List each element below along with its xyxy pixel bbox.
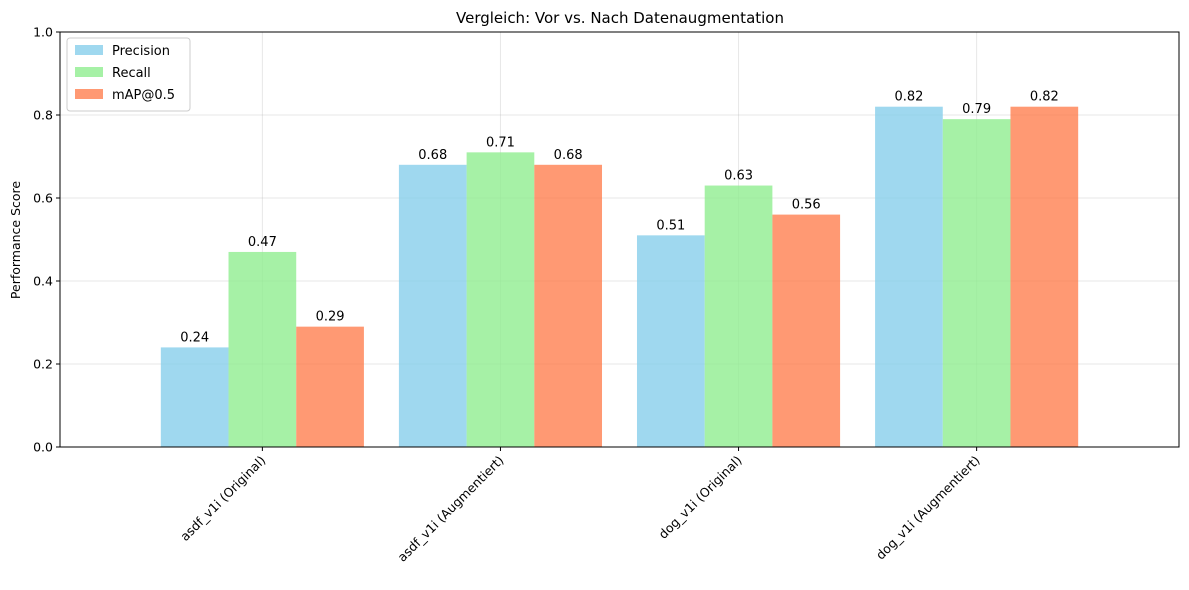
bar-precision-2 xyxy=(636,235,705,447)
x-tick-label: asdf_v1i (Original) xyxy=(177,453,268,544)
x-tick-label: asdf_v1i (Augmentiert) xyxy=(394,453,506,565)
y-tick-label: 0.6 xyxy=(33,191,53,206)
plot-frame xyxy=(59,31,1180,448)
bar-value-label: 0.82 xyxy=(1030,90,1059,105)
y-axis-ticks: 0.0 0.2 0.4 0.6 0.8 1.0 xyxy=(33,25,60,455)
bar-value-label: 0.29 xyxy=(316,310,345,325)
y-tick-label: 0.8 xyxy=(33,108,53,123)
bar-recall-1 xyxy=(466,152,535,447)
bar-value-label: 0.68 xyxy=(554,148,583,163)
y-tick-label: 1.0 xyxy=(33,25,53,40)
bar-value-label: 0.56 xyxy=(792,198,821,213)
bar-recall-3 xyxy=(942,119,1011,448)
bar-map-0-5-2 xyxy=(772,214,841,447)
chart-title: Vergleich: Vor vs. Nach Datenaugmentatio… xyxy=(456,9,784,27)
bar-value-label: 0.47 xyxy=(248,235,277,250)
bar-value-label: 0.68 xyxy=(418,148,447,163)
legend-swatch xyxy=(75,67,103,77)
y-axis-label: Performance Score xyxy=(8,181,23,300)
y-tick-label: 0.0 xyxy=(33,440,53,455)
bar-map-0-5-1 xyxy=(534,164,603,448)
legend-label: Precision xyxy=(112,44,170,59)
y-tick-label: 0.4 xyxy=(33,274,53,289)
bar-map-0-5-3 xyxy=(1010,106,1079,447)
bar-value-label: 0.51 xyxy=(656,218,685,233)
legend: Precision Recall mAP@0.5 xyxy=(66,37,191,112)
legend-swatch xyxy=(75,89,103,99)
legend-label: mAP@0.5 xyxy=(112,88,175,103)
bar-value-label: 0.82 xyxy=(894,90,923,105)
y-tick-label: 0.2 xyxy=(33,357,53,372)
x-tick-label: dog_v1i (Augmentiert) xyxy=(873,453,983,563)
bar-recall-0 xyxy=(228,251,297,447)
bar-map-0-5-0 xyxy=(296,326,364,447)
x-tick-label: dog_v1i (Original) xyxy=(655,453,744,542)
x-axis-ticks: asdf_v1i (Original) asdf_v1i (Augmentiert… xyxy=(177,447,983,565)
bars xyxy=(160,106,1079,448)
legend-swatch xyxy=(75,45,103,55)
bar-precision-3 xyxy=(875,106,943,447)
bar-value-label: 0.63 xyxy=(724,169,753,184)
bar-value-label: 0.79 xyxy=(962,102,991,117)
bar-value-label: 0.24 xyxy=(180,330,209,345)
bar-recall-2 xyxy=(704,185,773,448)
bar-precision-1 xyxy=(398,164,467,448)
bar-precision-0 xyxy=(160,347,229,447)
value-labels: 0.24 0.47 0.29 0.68 0.71 0.68 0.51 0.63 0.56 0.82… xyxy=(180,90,1059,346)
legend-label: Recall xyxy=(112,66,151,81)
bar-value-label: 0.71 xyxy=(486,135,515,150)
